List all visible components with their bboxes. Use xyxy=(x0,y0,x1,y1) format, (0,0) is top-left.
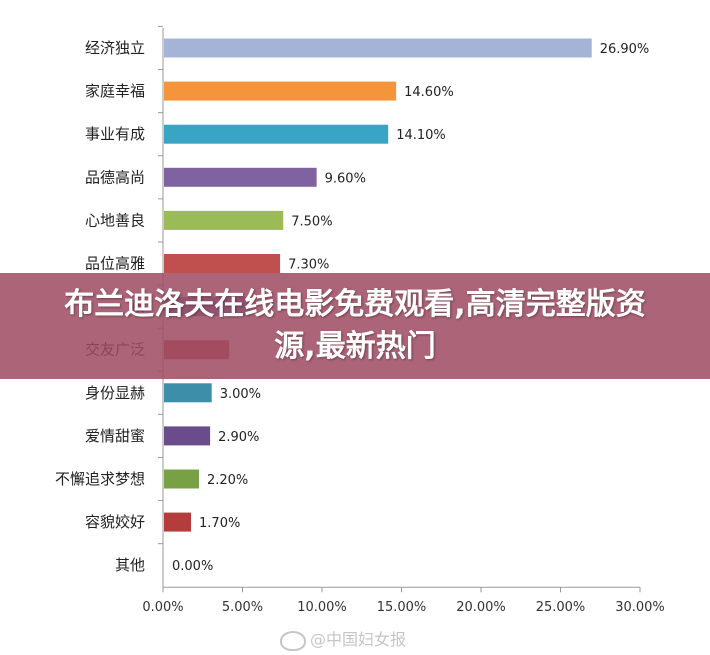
category-label: 事业有成 xyxy=(85,125,145,143)
bar xyxy=(164,81,397,101)
category-label: 不懈追求梦想 xyxy=(55,470,145,488)
watermark-text: @中国妇女报 xyxy=(310,630,407,649)
category-label: 容貌姣好 xyxy=(85,513,145,531)
bar xyxy=(164,469,199,489)
x-tick-label: 5.00% xyxy=(222,600,263,615)
bar xyxy=(164,124,389,144)
value-label: 26.90% xyxy=(600,42,650,57)
category-label: 心地善良 xyxy=(85,211,145,229)
x-tick-label: 20.00% xyxy=(456,600,506,615)
x-tick-label: 15.00% xyxy=(377,600,427,615)
bar xyxy=(164,383,212,403)
bar xyxy=(164,210,284,230)
x-tick-label: 25.00% xyxy=(536,600,586,615)
value-label: 9.60% xyxy=(325,171,366,186)
value-label: 0.00% xyxy=(172,559,213,574)
bar xyxy=(164,512,192,532)
value-label: 3.00% xyxy=(220,387,261,402)
overlay-banner[interactable]: 布兰迪洛夫在线电影免费观看,高清完整版资源,最新热门 xyxy=(0,273,710,379)
category-label: 其他 xyxy=(115,556,145,574)
x-tick-label: 10.00% xyxy=(297,600,347,615)
overlay-title[interactable]: 布兰迪洛夫在线电影免费观看,高清完整版资源,最新热门 xyxy=(64,287,646,364)
value-label: 7.30% xyxy=(288,258,329,273)
watermark: @中国妇女报 xyxy=(280,626,406,651)
x-tick-label: 30.00% xyxy=(615,600,665,615)
value-label: 2.20% xyxy=(207,473,248,488)
weibo-icon xyxy=(280,630,306,651)
bar xyxy=(164,167,317,187)
bar xyxy=(164,426,211,446)
value-label: 14.10% xyxy=(396,128,446,143)
x-tick-label: 0.00% xyxy=(142,600,183,615)
category-label: 家庭幸福 xyxy=(85,82,145,100)
category-label: 品德高尚 xyxy=(85,168,145,186)
category-label: 品位高雅 xyxy=(85,255,145,273)
value-label: 1.70% xyxy=(199,516,240,531)
bar xyxy=(164,254,281,273)
axis-group: 0.00% 5.00% 10.00% 15.00% 20.00% 25.00% 30.00% xyxy=(142,25,665,615)
value-label: 7.50% xyxy=(291,214,332,229)
value-label: 14.60% xyxy=(404,85,454,100)
bar xyxy=(164,38,592,58)
value-label: 2.90% xyxy=(218,430,259,445)
category-label: 爱情甜蜜 xyxy=(85,427,145,445)
category-label: 经济独立 xyxy=(85,39,145,57)
category-label: 身份显赫 xyxy=(85,384,145,402)
